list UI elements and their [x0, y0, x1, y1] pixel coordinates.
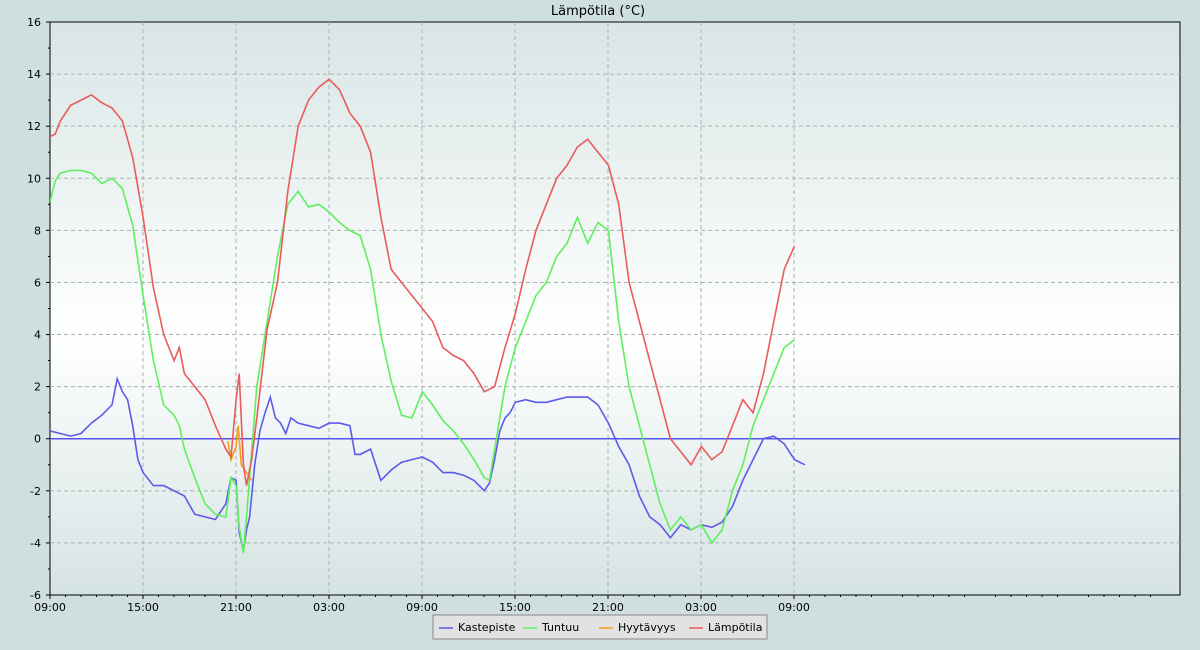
x-tick-label: 21:00 [220, 601, 252, 614]
y-tick-label: 4 [34, 329, 41, 342]
y-tick-label: 12 [27, 120, 41, 133]
y-tick-label: 16 [27, 16, 41, 29]
legend-label: Lämpötila [708, 621, 762, 634]
axis-layer: -6 -4 -2 0 2 4 6 8 10 12 14 16 09:00 15:00 21:00 03:00 0… [27, 16, 1151, 614]
chart-title: Lämpötila (°C) [551, 4, 645, 19]
series-line-tuntuu [50, 169, 795, 554]
x-tick-label: 15:00 [127, 601, 159, 614]
y-tick-label: 8 [34, 224, 41, 237]
series-line-kastepiste [50, 376, 806, 551]
series-layer [50, 78, 1180, 554]
y-tick-label: 0 [34, 433, 41, 446]
x-tick-label: 15:00 [499, 601, 531, 614]
x-tick-label: 03:00 [313, 601, 345, 614]
legend-label: Tuntuu [541, 621, 579, 634]
x-tick-label: 09:00 [778, 601, 810, 614]
y-tick-label: 14 [27, 68, 41, 81]
legend: Kastepiste Tuntuu Hyytävyys Lämpötila [432, 614, 768, 640]
x-tick-label: 09:00 [406, 601, 438, 614]
y-tick-label: -6 [30, 589, 41, 602]
plot-area [49, 21, 1181, 596]
y-tick-label: -2 [30, 485, 41, 498]
x-tick-label: 09:00 [34, 601, 66, 614]
y-tick-label: 10 [27, 172, 41, 185]
legend-box [432, 614, 768, 640]
y-tick-label: 6 [34, 276, 41, 289]
legend-label: Kastepiste [458, 621, 516, 634]
legend-label: Hyytävyys [618, 621, 676, 634]
y-tick-label: -4 [30, 537, 41, 550]
x-tick-label: 21:00 [592, 601, 624, 614]
series-line-l-mp-tila [50, 78, 796, 486]
y-tick-label: 2 [34, 381, 41, 394]
x-tick-label: 03:00 [685, 601, 717, 614]
series-line-hyyt-vyys [227, 425, 253, 481]
